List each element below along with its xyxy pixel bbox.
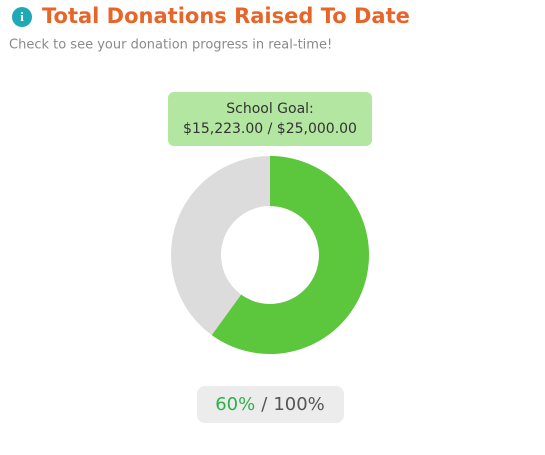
progress-pill — [197, 386, 344, 423]
donut-arc — [211, 156, 370, 355]
info-icon-glyph: i — [20, 9, 24, 24]
progress-value: 60% — [215, 394, 255, 415]
donut — [171, 156, 370, 355]
tooltip-text: $15,223.00 / $25,000.00 — [183, 121, 357, 137]
chart-title: Total Donations Raised To Date — [42, 4, 410, 28]
chart-subtitle: Check to see your donation progress in r… — [9, 38, 332, 53]
info-icon — [12, 7, 32, 27]
tooltip-title: School Goal: — [226, 101, 314, 117]
tooltip-box — [168, 92, 372, 146]
progress-total: 100% — [273, 394, 324, 415]
progress-text: 60% /100% — [215, 394, 325, 415]
progress-separator: / — [261, 394, 268, 415]
